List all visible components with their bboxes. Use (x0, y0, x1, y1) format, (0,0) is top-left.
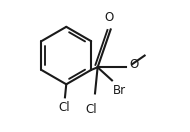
Text: Br: Br (113, 84, 126, 97)
Text: O: O (130, 58, 139, 70)
Text: Cl: Cl (85, 103, 97, 116)
Text: Cl: Cl (59, 101, 70, 114)
Text: O: O (105, 11, 114, 24)
